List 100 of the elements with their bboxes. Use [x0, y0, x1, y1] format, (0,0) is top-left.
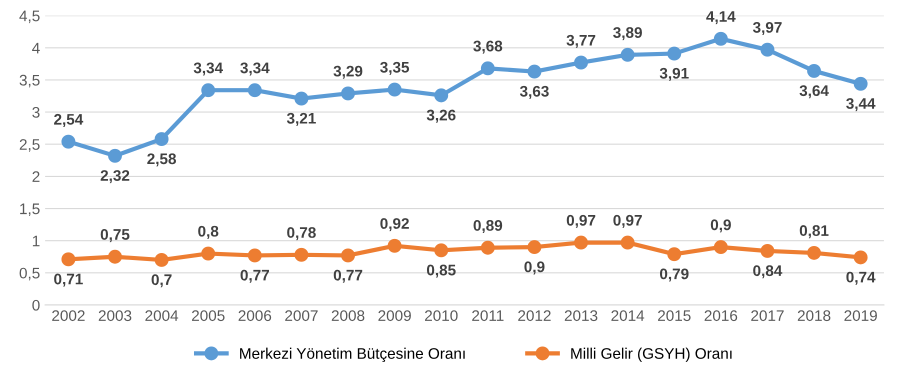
y-tick-label: 2,5	[20, 139, 40, 152]
data-label: 0,9	[710, 219, 731, 232]
point	[854, 76, 868, 91]
point	[714, 240, 728, 254]
point	[61, 134, 76, 149]
point	[527, 64, 542, 79]
y-tick-label: 3,5	[20, 74, 40, 88]
point	[248, 248, 262, 262]
point	[434, 88, 448, 102]
point	[807, 246, 821, 260]
x-tick-label: 2009	[378, 310, 411, 322]
data-label: 0,85	[426, 264, 456, 278]
point	[527, 240, 542, 254]
point	[108, 250, 122, 264]
data-label: 3,21	[286, 112, 316, 126]
point	[667, 247, 682, 262]
data-label: 3,77	[566, 34, 596, 48]
y-tick-label: 4	[32, 42, 40, 54]
data-label: 3,34	[194, 62, 223, 76]
data-label: 0,79	[660, 268, 689, 282]
data-label: 0,77	[334, 270, 362, 283]
data-label: 3,34	[240, 62, 270, 76]
point	[388, 238, 402, 253]
point	[154, 253, 169, 267]
x-tick-label: 2017	[751, 310, 784, 322]
data-label: 0,81	[800, 225, 828, 238]
data-label: 0,74	[846, 272, 876, 285]
data-label: 2,32	[100, 170, 130, 184]
x-tick-label: 2002	[52, 310, 85, 322]
data-label: 3,35	[380, 62, 410, 75]
data-label: 0,78	[287, 227, 316, 240]
x-tick-label: 2018	[798, 310, 830, 322]
data-label: 0,71	[54, 274, 83, 287]
x-tick-label: 2012	[518, 310, 551, 322]
x-tick-label: 2014	[611, 310, 644, 322]
point	[434, 243, 448, 258]
point	[201, 83, 216, 98]
point	[620, 236, 635, 250]
x-tick-label: 2008	[332, 310, 364, 322]
point	[574, 236, 588, 250]
y-tick-label: 2	[32, 171, 40, 182]
data-label: 4,14	[706, 11, 736, 24]
x-tick-label: 2006	[238, 310, 272, 322]
point	[807, 64, 821, 78]
data-label: 0,77	[240, 270, 270, 283]
x-tick-label: 2003	[98, 310, 132, 322]
data-label: 0,7	[152, 274, 172, 288]
point	[154, 132, 169, 146]
point	[294, 248, 308, 262]
point	[248, 83, 262, 98]
y-tick-label: 3	[32, 106, 40, 118]
legend-label: Merkezi Yönetim Bütçesine Oranı	[240, 348, 465, 362]
data-label: 0,89	[474, 220, 502, 234]
point	[760, 244, 774, 258]
point	[854, 250, 868, 264]
point	[108, 148, 122, 163]
point	[760, 42, 774, 57]
data-label: 3,64	[800, 85, 829, 98]
y-tick-label: 0,5	[20, 268, 40, 280]
x-tick-label: 2004	[145, 310, 178, 322]
point	[480, 240, 495, 255]
data-label: 3,68	[473, 40, 502, 54]
y-tick-label: 1	[32, 236, 40, 246]
data-label: 2,54	[54, 114, 84, 127]
x-tick-label: 2016	[704, 310, 738, 322]
data-label: 3,91	[660, 68, 689, 81]
point	[341, 248, 355, 262]
x-tick-label: 2019	[844, 310, 877, 322]
point	[480, 61, 495, 76]
y-tick-label: 4,5	[19, 10, 40, 24]
data-label: 0,97	[566, 214, 596, 228]
data-label: 0,92	[380, 218, 409, 232]
data-label: 0,84	[753, 265, 782, 278]
point	[61, 252, 76, 266]
data-label: 3,26	[426, 110, 456, 123]
data-label: 3,89	[613, 27, 642, 40]
data-label: 0,8	[198, 226, 218, 239]
y-tick-label: 1,5	[20, 204, 40, 216]
data-label: 0,97	[613, 214, 642, 228]
point	[620, 48, 635, 62]
data-label: 3,44	[846, 98, 876, 112]
legend-label: Milli Gelir (GSYH) Oranı	[571, 348, 732, 362]
x-tick-label: 2010	[425, 310, 458, 322]
data-label: 0,9	[524, 261, 544, 274]
point	[201, 246, 216, 260]
point	[341, 86, 355, 100]
data-label: 0,75	[100, 229, 130, 242]
point	[714, 32, 728, 46]
x-tick-label: 2013	[564, 310, 598, 322]
point	[294, 92, 308, 106]
point	[667, 46, 682, 61]
y-tick-label: 0	[32, 300, 40, 311]
point	[574, 56, 588, 70]
data-label: 3,63	[520, 86, 549, 99]
x-tick-label: 2007	[285, 310, 318, 322]
x-tick-label: 2011	[472, 310, 504, 322]
data-label: 3,97	[752, 22, 782, 36]
x-tick-label: 2015	[658, 310, 691, 322]
x-tick-label: 2005	[192, 310, 225, 322]
data-label: 2,58	[147, 153, 176, 166]
